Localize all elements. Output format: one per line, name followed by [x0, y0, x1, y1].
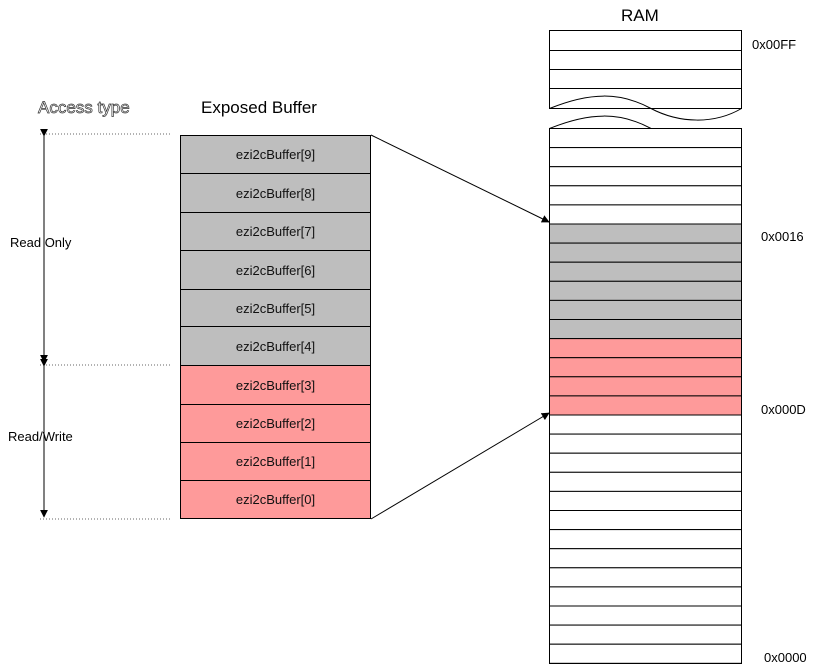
ram-header: RAM	[621, 6, 659, 25]
ram-cell	[549, 414, 742, 435]
ram-cell	[549, 452, 742, 473]
ram-address-buffer-end: 0x0016	[761, 229, 804, 244]
ram-cell	[549, 242, 742, 263]
buffer-cell-4: ezi2cBuffer[4]	[180, 326, 371, 366]
ram-cell	[549, 548, 742, 569]
ram-cell	[549, 605, 742, 626]
ram-cell	[549, 567, 742, 588]
access-type-header: Access type	[38, 98, 130, 118]
exposed-buffer-header: Exposed Buffer	[201, 98, 317, 117]
ram-cell	[549, 510, 742, 531]
ram-cell	[549, 166, 742, 187]
ram-cell	[549, 338, 742, 359]
ram-address-bottom: 0x0000	[764, 650, 807, 665]
ram-cell	[549, 395, 742, 416]
ram-cell	[549, 128, 742, 149]
ram-cell	[549, 223, 742, 244]
buffer-cell-5: ezi2cBuffer[5]	[180, 289, 371, 327]
buffer-cell-9: ezi2cBuffer[9]	[180, 135, 371, 174]
ram-rows	[549, 128, 742, 664]
ram-cell	[549, 376, 742, 397]
ram-cell	[549, 319, 742, 340]
buffer-cell-3: ezi2cBuffer[3]	[180, 365, 371, 405]
ram-cell	[549, 586, 742, 607]
ram-cell	[549, 280, 742, 301]
ram-cell	[549, 433, 742, 454]
ram-cell	[549, 261, 742, 282]
ram-cell	[549, 185, 742, 206]
dotted-guides	[40, 133, 172, 520]
ram-cell	[549, 204, 742, 225]
buffer-cell-2: ezi2cBuffer[2]	[180, 404, 371, 443]
ram-cell	[549, 471, 742, 492]
ram-cell	[549, 490, 742, 511]
ram-address-buffer-start: 0x000D	[761, 402, 806, 417]
ram-cell	[549, 624, 742, 645]
ram-cell	[549, 357, 742, 378]
mapping-arrows	[370, 134, 550, 520]
ram-address-top: 0x00FF	[752, 37, 797, 52]
buffer-cell-0: ezi2cBuffer[0]	[180, 480, 371, 519]
ram-cell	[549, 147, 742, 168]
ram-cell	[549, 529, 742, 550]
buffer-cell-7: ezi2cBuffer[7]	[180, 212, 371, 251]
ram-cell	[549, 299, 742, 320]
ram-cell	[549, 643, 742, 664]
